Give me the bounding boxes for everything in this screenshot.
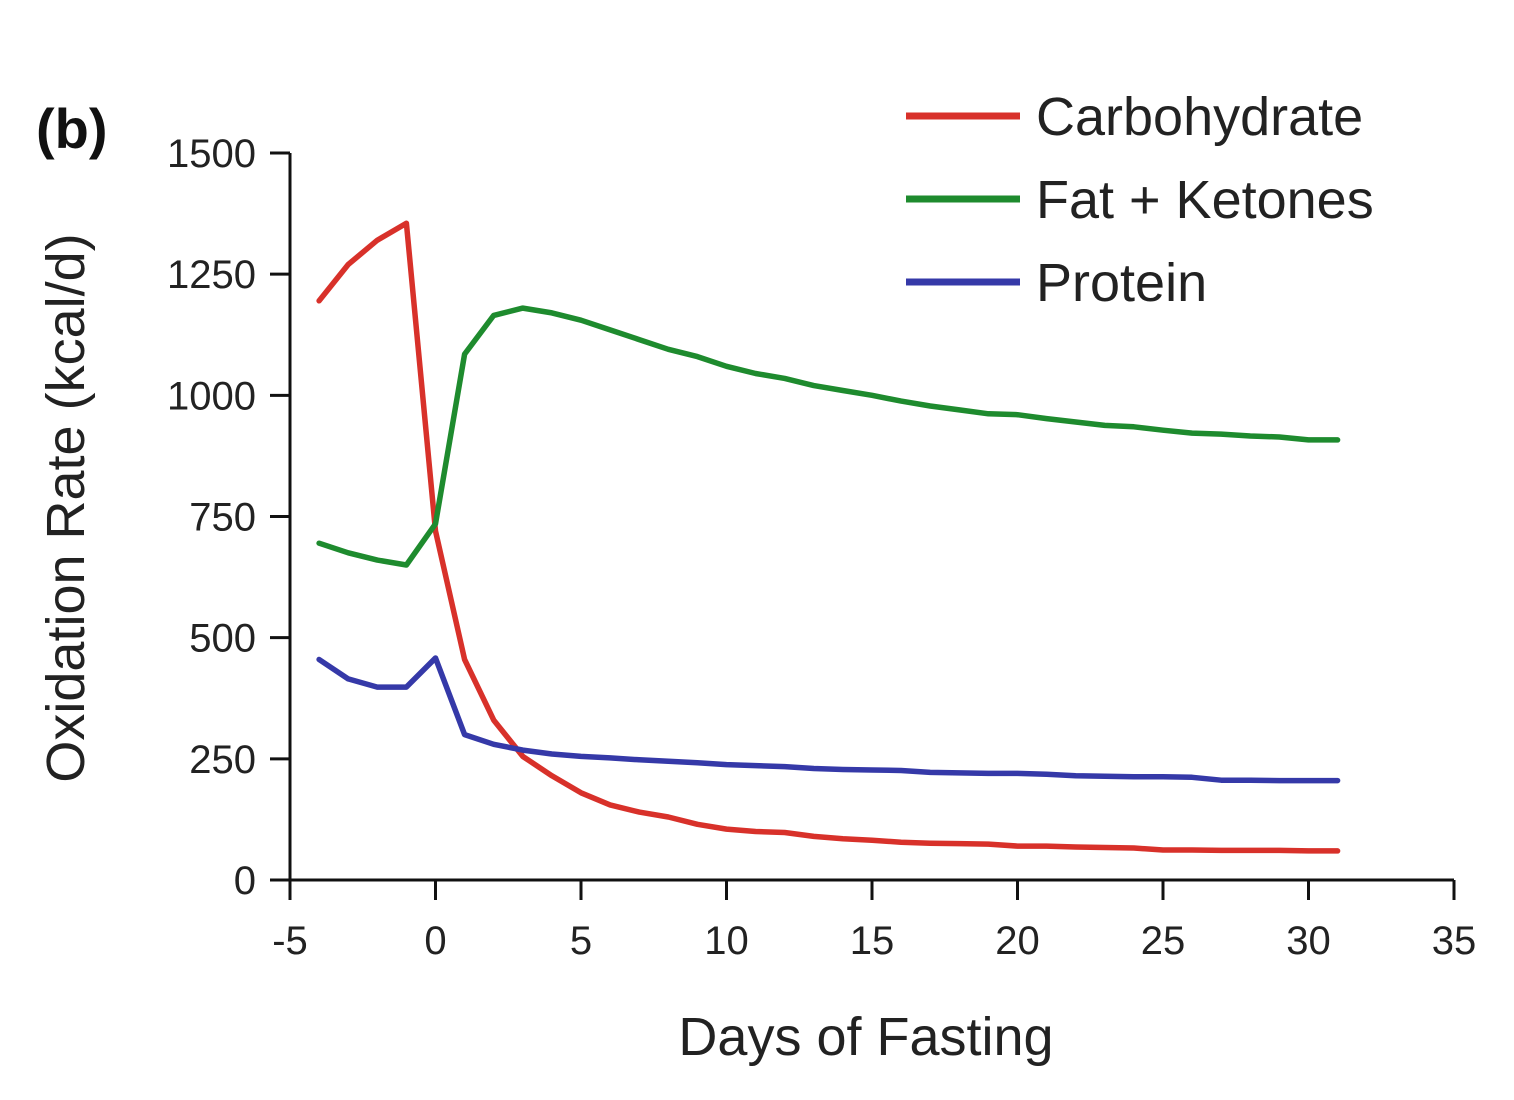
legend-label-fat-ketones: Fat + Ketones (1036, 170, 1374, 230)
x-tick-label: 15 (850, 919, 895, 963)
x-tick-label: 20 (995, 919, 1040, 963)
y-axis: 0 250 500 750 1000 1250 1500 (167, 132, 292, 903)
x-tick-label: -5 (272, 919, 308, 963)
y-tick-label: 1000 (167, 374, 256, 418)
legend-label-carbohydrate: Carbohydrate (1036, 87, 1363, 147)
series-line-protein (316, 655, 1341, 784)
y-tick-label: 1250 (167, 253, 256, 297)
x-tick-label: 30 (1286, 919, 1331, 963)
y-tick-label: 500 (189, 617, 256, 661)
legend: Carbohydrate Fat + Ketones Protein (906, 87, 1374, 313)
legend-label-protein: Protein (1036, 253, 1207, 313)
plot-lines (316, 220, 1341, 854)
panel-label: (b) (36, 97, 108, 160)
y-tick-label: 0 (234, 859, 256, 903)
y-axis-title: Oxidation Rate (kcal/d) (36, 233, 96, 782)
y-tick-label: 750 (189, 496, 256, 540)
x-tick-label: 25 (1141, 919, 1186, 963)
x-tick-label: 35 (1432, 919, 1477, 963)
y-tick-label: 250 (189, 738, 256, 782)
series-line-carbohydrate (316, 220, 1341, 854)
series-line-fat-ketones (316, 305, 1341, 568)
x-tick-label: 5 (570, 919, 592, 963)
x-axis-title: Days of Fasting (678, 1007, 1053, 1067)
x-tick-label: 10 (704, 919, 749, 963)
x-tick-label: 0 (424, 919, 446, 963)
y-tick-label: 1500 (167, 132, 256, 176)
x-axis: -5 0 5 10 15 20 25 30 35 (272, 878, 1477, 963)
